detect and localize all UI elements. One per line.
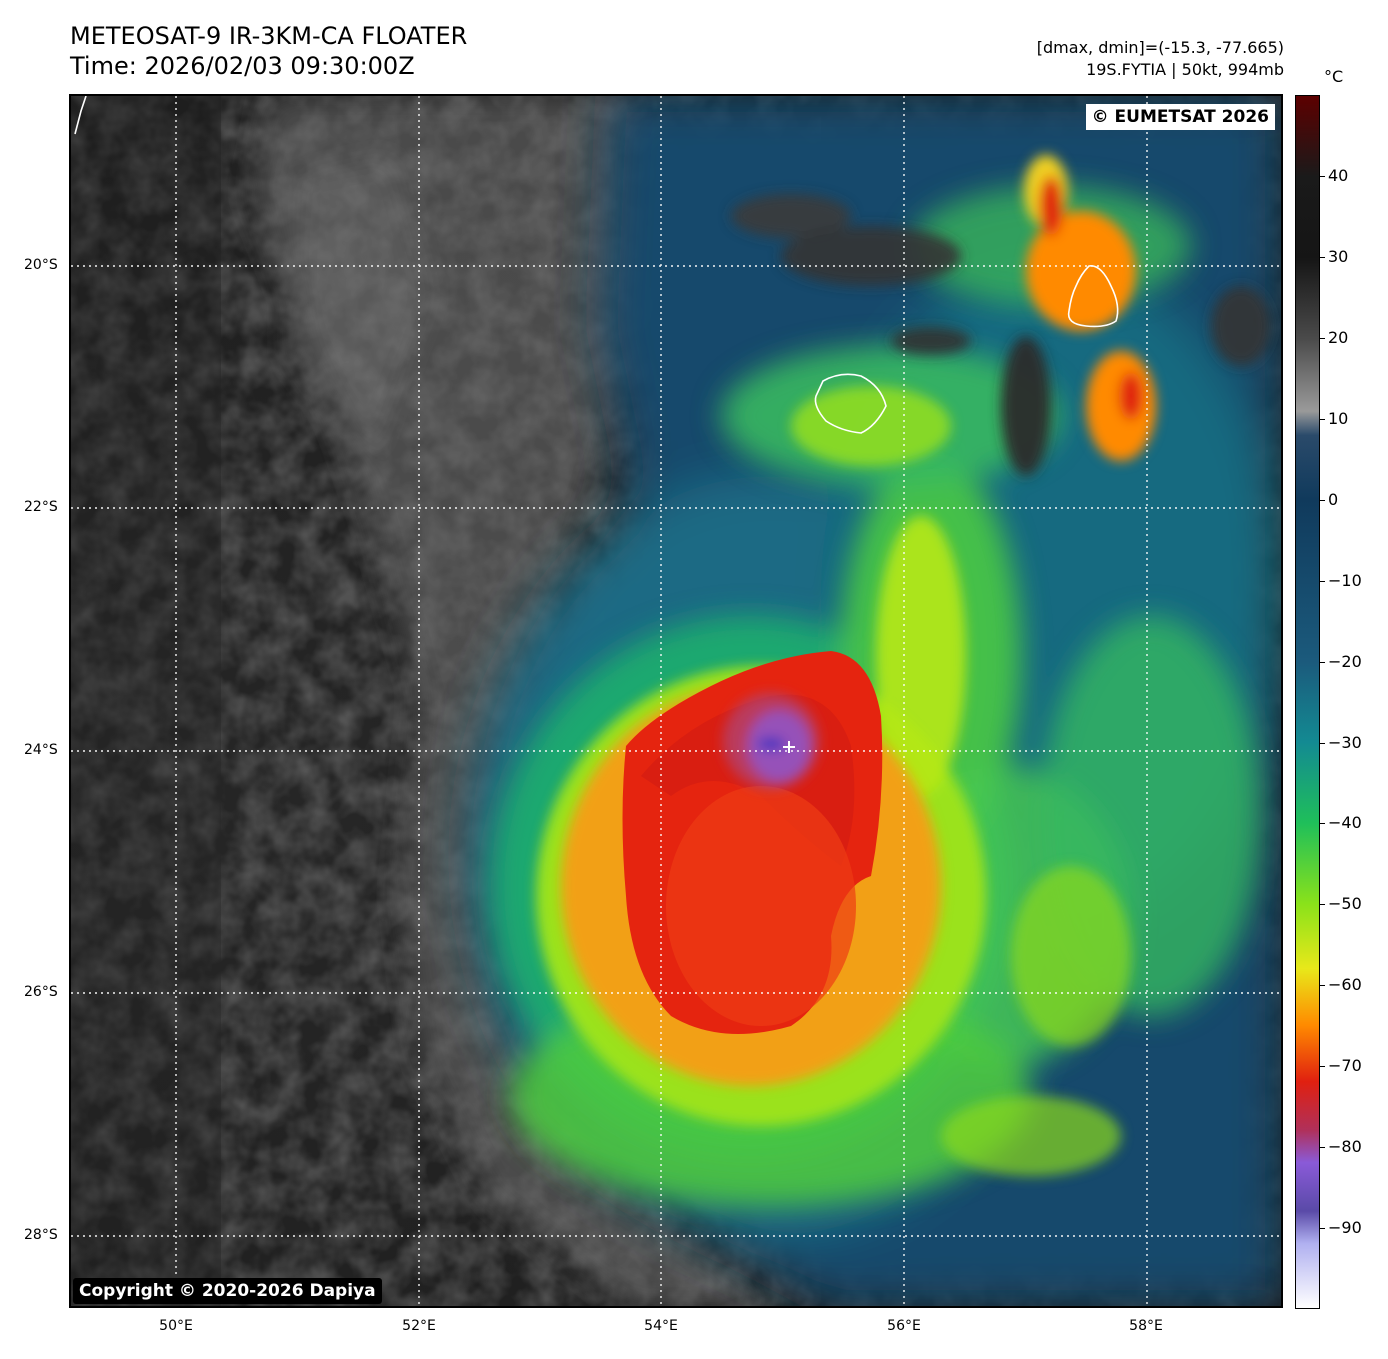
colorbar-tick-label: −50 (1328, 894, 1362, 914)
colorbar-unit: °C (1324, 67, 1344, 86)
colorbar-tick (1320, 985, 1325, 987)
satellite-image-map[interactable]: © EUMETSAT 2026 Copyright © 2020-2026 Da… (69, 94, 1283, 1308)
colorbar-tick-label: 40 (1328, 165, 1349, 185)
colorbar-tick-label: −30 (1328, 732, 1362, 752)
colorbar-tick-label: −70 (1328, 1056, 1362, 1076)
colorbar-tick-label: −90 (1328, 1218, 1362, 1238)
copyright-badge: Copyright © 2020-2026 Dapiya (73, 1278, 382, 1304)
lon-label-56e: 56°E (887, 1318, 921, 1334)
colorbar-tick (1320, 742, 1325, 744)
colorbar-tick (1320, 904, 1325, 906)
eumetsat-credit: © EUMETSAT 2026 (1085, 104, 1275, 130)
colorbar-tick-label: 0 (1328, 489, 1339, 509)
dry-slots (731, 194, 1271, 476)
storm-info-text: 19S.FYTIA | 50kt, 994mb (1086, 60, 1284, 79)
data-range-text: [dmax, dmin]=(-15.3, -77.665) (1036, 38, 1284, 57)
colorbar-tick (1320, 1228, 1325, 1230)
lat-label-20s: 20°S (24, 257, 58, 273)
lat-label-26s: 26°S (24, 984, 58, 1000)
colorbar-tick (1320, 256, 1325, 258)
lon-label-58e: 58°E (1129, 1318, 1163, 1334)
colorbar-tick (1320, 175, 1325, 177)
lat-label-22s: 22°S (24, 499, 58, 515)
colorbar-tick-label: 20 (1328, 327, 1349, 347)
colorbar-tick (1320, 1147, 1325, 1149)
storm-center-marker (783, 741, 795, 753)
colorbar-tick (1320, 580, 1325, 582)
product-title: METEOSAT-9 IR-3KM-CA FLOATER (70, 22, 468, 50)
colorbar-tick-label: 30 (1328, 246, 1349, 266)
observation-time: Time: 2026/02/03 09:30:00Z (70, 52, 415, 80)
colorbar-tick-label: −40 (1328, 813, 1362, 833)
colorbar-tick-label: 10 (1328, 408, 1349, 428)
colorbar-tick-label: −10 (1328, 570, 1362, 590)
madagascar-coast (74, 96, 87, 135)
colorbar-tick (1320, 337, 1325, 339)
lon-label-54e: 54°E (644, 1318, 678, 1334)
lat-label-28s: 28°S (24, 1227, 58, 1243)
colorbar-tick (1320, 418, 1325, 420)
lat-label-24s: 24°S (24, 742, 58, 758)
colorbar-tick (1320, 499, 1325, 501)
colorbar-tick (1320, 1066, 1325, 1068)
colorbar-tick-label: −60 (1328, 975, 1362, 995)
lon-label-50e: 50°E (159, 1318, 193, 1334)
reunion-outline (814, 373, 887, 434)
lon-label-52e: 52°E (402, 1318, 436, 1334)
northern-convection (1024, 155, 1156, 461)
colorbar-tick-label: −80 (1328, 1137, 1362, 1157)
colorbar-tick (1320, 823, 1325, 825)
eye-region (723, 693, 819, 789)
colorbar-tick (1320, 661, 1325, 663)
temperature-colorbar (1295, 95, 1320, 1309)
mauritius-outline (1067, 265, 1119, 328)
map-gridlines (71, 96, 1281, 1306)
ir-imagery (71, 96, 1281, 1306)
colorbar-tick-label: −20 (1328, 651, 1362, 671)
